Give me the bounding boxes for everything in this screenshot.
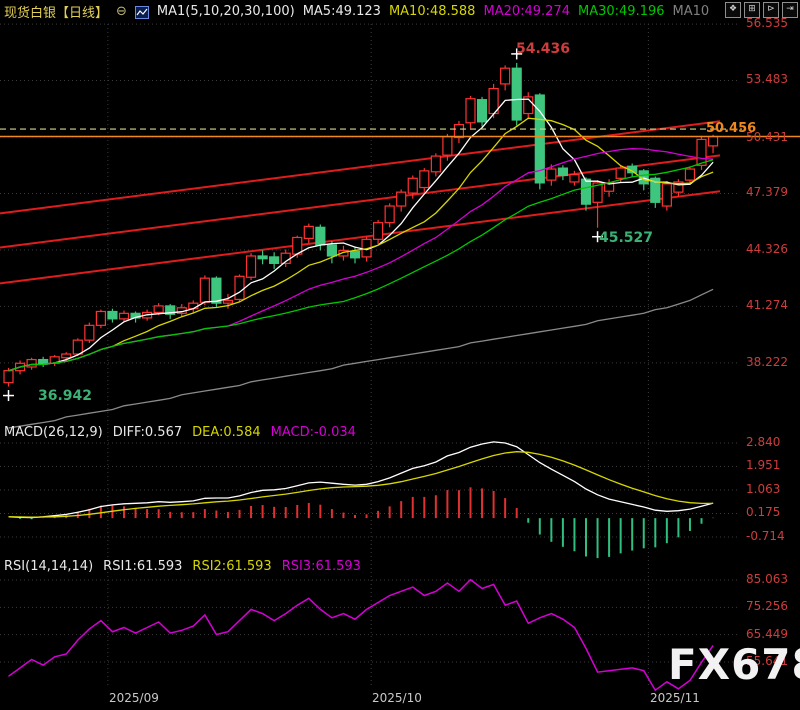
collapse-icon[interactable]: ⊖ <box>116 4 127 19</box>
ma5-value: MA5:49.123 <box>302 4 381 19</box>
macd-axis-label: 0.175 <box>746 505 781 519</box>
rsi-axis-label: 55.641 <box>746 654 788 668</box>
rsi-axis-label: 85.063 <box>746 572 788 586</box>
shift-right-icon[interactable]: ⇥ <box>782 2 798 18</box>
macd-panel <box>8 441 715 559</box>
month-label: 2025/09 <box>109 691 159 705</box>
rsi1-value: RSI1:61.593 <box>103 559 183 574</box>
axis-play-icon[interactable]: ⊳ <box>763 2 779 18</box>
gridlines <box>0 23 740 687</box>
rsi-name: RSI(14,14,14) <box>4 559 94 574</box>
ma-overlay-label: MA1(5,10,20,30,100) <box>156 4 295 19</box>
rsi-header: RSI(14,14,14) RSI1:61.593 RSI2:61.593 RS… <box>4 559 361 574</box>
month-label: 2025/10 <box>372 691 422 705</box>
main-panel <box>0 62 721 429</box>
price-axis-label: 41.274 <box>746 298 788 312</box>
month-label: 2025/11 <box>650 691 700 705</box>
macd-axis-label: 1.951 <box>746 458 781 472</box>
chart-toolbar: ❖ ⊞ ⊳ ⇥ <box>725 2 798 18</box>
ma20-value: MA20:49.274 <box>483 4 570 19</box>
ma10-value: MA10:48.588 <box>388 4 476 19</box>
macd-value: MACD:-0.034 <box>270 425 356 440</box>
high-price-label: 54.436 <box>516 41 571 57</box>
chart-type-icon[interactable] <box>134 5 149 19</box>
dea-value: DEA:0.584 <box>192 425 261 440</box>
ma100-value: MA10 <box>672 4 710 19</box>
instrument-title: 现货白银【日线】 <box>4 6 109 21</box>
ma30-value: MA30:49.196 <box>578 4 665 19</box>
axis-scale-icon[interactable]: ⊞ <box>744 2 760 18</box>
pullback-low-label: 45.527 <box>599 230 654 246</box>
rsi3-value: RSI3:61.593 <box>281 559 361 574</box>
macd-axis-label: 2.840 <box>746 435 781 449</box>
macd-name: MACD(26,12,9) <box>4 425 103 440</box>
fx678-watermark: FX678 <box>668 640 800 689</box>
price-axis-label: 38.222 <box>746 355 788 369</box>
macd-axis-label: -0.714 <box>746 529 785 543</box>
rsi2-value: RSI2:61.593 <box>192 559 272 574</box>
price-axis-label: 44.326 <box>746 242 788 256</box>
fit-chart-icon[interactable]: ❖ <box>725 2 741 18</box>
current-price-label: 50.456 <box>706 121 757 136</box>
rsi-panel <box>8 578 714 692</box>
rsi-axis-label: 75.256 <box>746 599 788 613</box>
chart-header: 现货白银【日线】 ⊖ MA1(5,10,20,30,100) MA5:49.12… <box>4 2 709 21</box>
macd-header: MACD(26,12,9) DIFF:0.567 DEA:0.584 MACD:… <box>4 425 356 440</box>
overlay-lines <box>0 48 800 402</box>
price-axis-label: 47.379 <box>746 185 788 199</box>
start-low-label: 36.942 <box>38 388 93 404</box>
price-axis-label: 53.483 <box>746 72 788 86</box>
price-axis-label: 50.431 <box>746 130 788 144</box>
diff-value: DIFF:0.567 <box>112 425 183 440</box>
rsi-axis-label: 65.449 <box>746 627 788 641</box>
price-axis-label: 56.535 <box>746 16 788 30</box>
macd-axis-label: 1.063 <box>746 482 781 496</box>
